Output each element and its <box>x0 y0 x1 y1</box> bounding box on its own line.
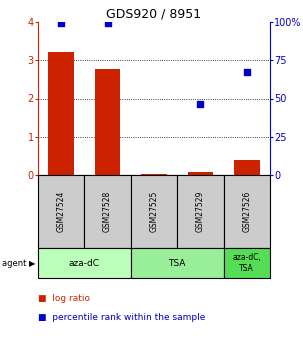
Bar <box>131 248 224 278</box>
Bar <box>95 69 120 175</box>
Text: GSM27524: GSM27524 <box>57 191 66 232</box>
Bar <box>131 175 177 248</box>
Point <box>198 101 203 107</box>
Title: GDS920 / 8951: GDS920 / 8951 <box>106 8 201 21</box>
Bar <box>177 175 224 248</box>
Bar <box>188 172 213 175</box>
Point <box>245 69 249 75</box>
Bar <box>38 248 131 278</box>
Bar <box>85 175 131 248</box>
Bar <box>48 52 74 175</box>
Text: GSM27526: GSM27526 <box>242 191 251 232</box>
Bar <box>234 160 260 175</box>
Text: GSM27525: GSM27525 <box>149 191 158 232</box>
Point <box>105 20 110 26</box>
Bar <box>224 248 270 278</box>
Text: TSA: TSA <box>168 258 186 267</box>
Text: aza-dC: aza-dC <box>69 258 100 267</box>
Bar <box>38 175 85 248</box>
Text: GSM27528: GSM27528 <box>103 191 112 232</box>
Text: GSM27529: GSM27529 <box>196 191 205 232</box>
Bar <box>141 174 167 175</box>
Point <box>59 20 64 26</box>
Text: ■  log ratio: ■ log ratio <box>38 294 90 303</box>
Text: agent ▶: agent ▶ <box>2 258 35 267</box>
Bar <box>224 175 270 248</box>
Text: aza-dC,
TSA: aza-dC, TSA <box>232 253 261 273</box>
Text: ■  percentile rank within the sample: ■ percentile rank within the sample <box>38 313 205 322</box>
